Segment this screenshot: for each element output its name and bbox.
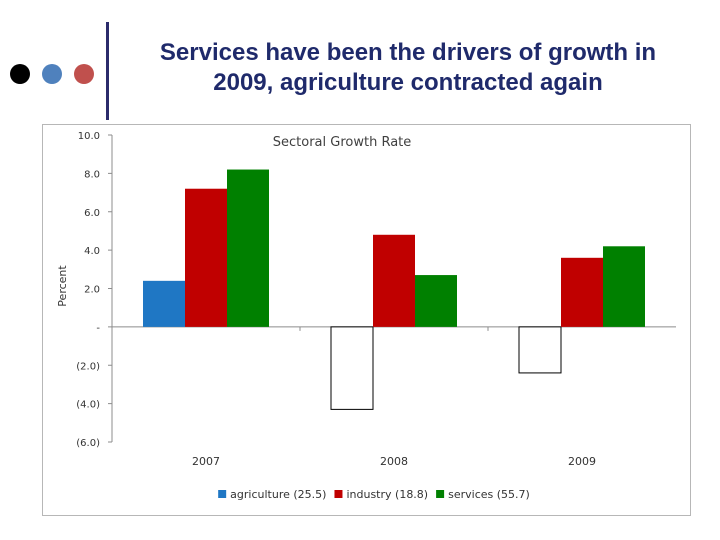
y-tick-label: (2.0) [76, 361, 100, 372]
y-tick-label: 6.0 [84, 208, 100, 219]
title-divider [106, 22, 109, 120]
slide-title-line-1: Services have been the drivers of growth… [159, 39, 657, 66]
bar-agriculture-2007 [143, 280, 185, 327]
legend-item: agriculture (25.5) [218, 488, 326, 501]
black-dot [10, 64, 30, 84]
blue-dot [42, 64, 62, 84]
y-tick-label: - [96, 323, 100, 334]
legend-label: agriculture (25.5) [230, 488, 326, 501]
legend-label: industry (18.8) [346, 488, 428, 501]
y-tick-label: 8.0 [84, 169, 100, 180]
legend-swatch [436, 490, 445, 498]
bar-services-2007 [227, 169, 269, 327]
y-tick-label: (6.0) [76, 438, 100, 449]
bar-industry-2009 [561, 257, 603, 327]
y-tick-label: 2.0 [84, 285, 100, 296]
bar-agriculture-2008 [330, 326, 374, 410]
slide-title-line-2: 2009, agriculture contracted again [213, 69, 603, 96]
x-tick-label: 2009 [568, 455, 596, 468]
legend-label: services (55.7) [448, 488, 530, 501]
x-tick-label: 2008 [380, 455, 408, 468]
bar-agriculture-2009 [518, 326, 562, 374]
legend: agriculture (25.5) industry (18.8) service… [218, 488, 530, 501]
y-tick-label: 10.0 [78, 131, 100, 142]
bars [143, 169, 645, 410]
decorative-dots [10, 64, 100, 86]
y-tick-label: (4.0) [76, 400, 100, 411]
legend-swatch [334, 490, 343, 498]
x-tick-label: 2007 [192, 455, 220, 468]
bar-services-2008 [415, 275, 457, 327]
chart-title: Sectoral Growth Rate [273, 135, 412, 150]
bar-industry-2008 [373, 234, 415, 327]
red-dot [74, 64, 94, 84]
bar-services-2009 [603, 246, 645, 327]
y-tick-label: 4.0 [84, 246, 100, 257]
y-axis-label: Percent [56, 265, 69, 307]
legend-item: services (55.7) [436, 488, 530, 501]
slide-title: Services have been the drivers of growth… [118, 38, 698, 98]
legend-item: industry (18.8) [334, 488, 428, 501]
bar-industry-2007 [185, 188, 227, 327]
chart-frame [42, 124, 691, 516]
legend-swatch [218, 490, 227, 498]
